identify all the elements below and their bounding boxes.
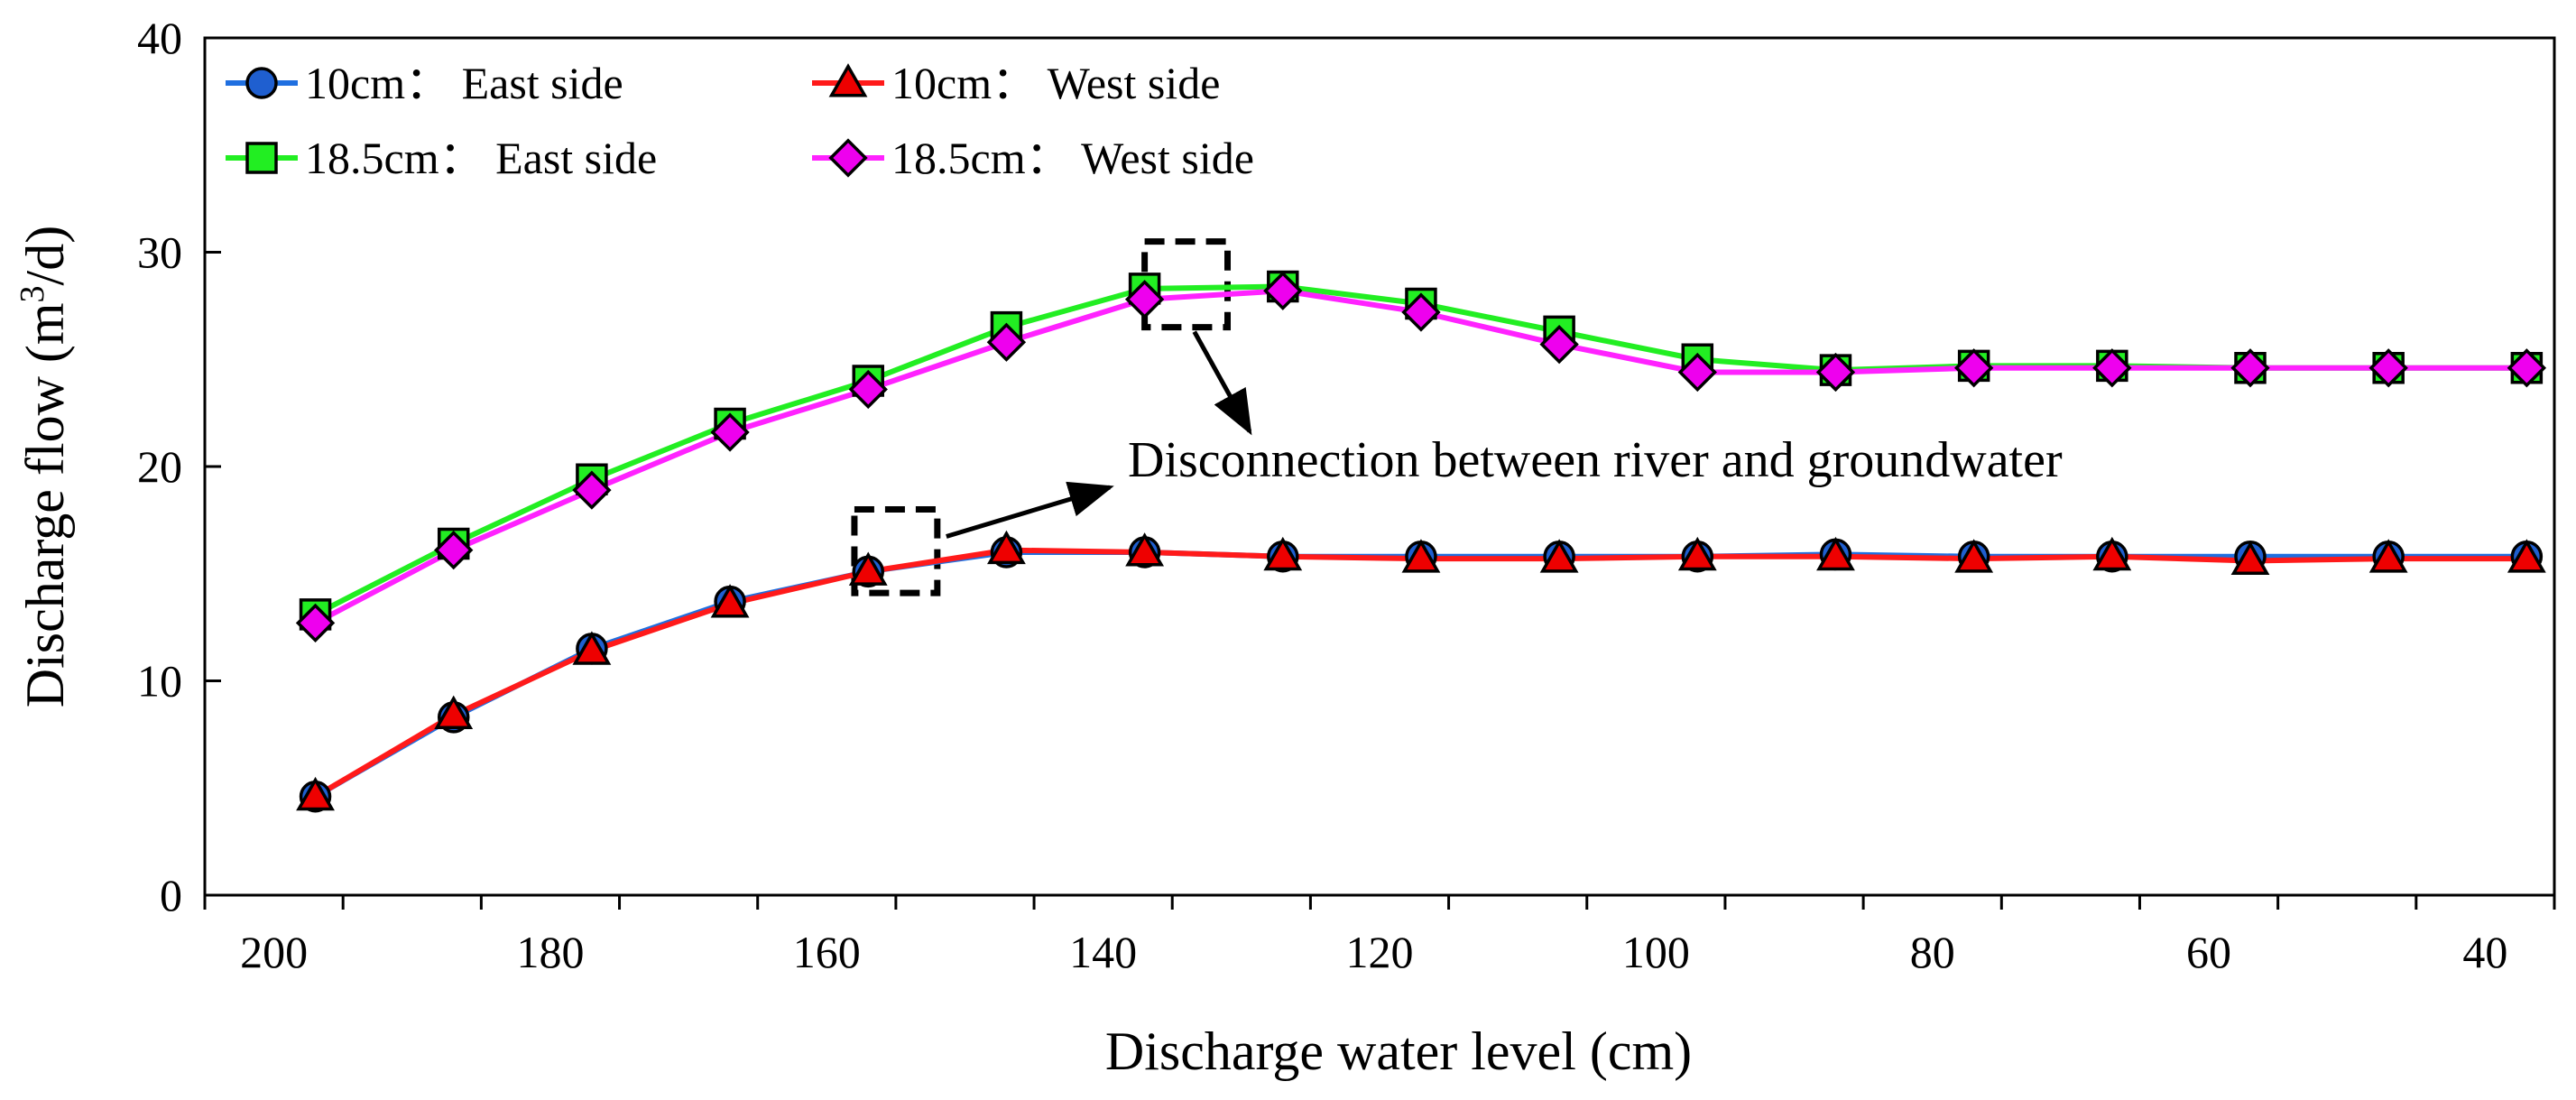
x-tick-label: 40	[2462, 927, 2507, 977]
data-point	[1125, 532, 1165, 567]
x-tick-label: 80	[1910, 927, 1955, 977]
data-point	[1539, 539, 1579, 573]
data-point	[987, 530, 1026, 565]
y-tick-label: 10	[137, 656, 182, 707]
x-tick-label: 140	[1069, 927, 1137, 977]
x-tick-label: 200	[240, 927, 308, 977]
data-point	[245, 142, 278, 174]
y-tick-label: 40	[137, 13, 182, 63]
x-axis-title: Discharge water level (cm)	[1105, 1021, 1692, 1081]
legend: 10cm： East side 10cm： West side 18.5cm： Ea…	[226, 58, 1254, 183]
y-axis-title-group: Discharge flow (m3/d)	[14, 226, 75, 707]
y-tick-labels: 0 10 20 30 40	[137, 13, 182, 920]
y-axis-title: Discharge flow (m3/d)	[14, 226, 75, 707]
data-point	[1401, 539, 1441, 573]
data-point	[2368, 348, 2408, 388]
legend-item: 10cm： East side	[226, 58, 623, 108]
data-point	[1953, 348, 1994, 388]
y-axis-title-tail: /d)	[15, 226, 75, 286]
data-point	[710, 584, 750, 618]
data-point	[2507, 348, 2547, 388]
legend-item: 10cm： West side	[812, 58, 1220, 108]
data-point	[296, 776, 335, 811]
series-markers	[295, 271, 2547, 643]
data-point	[1263, 536, 1303, 571]
data-point	[1677, 536, 1717, 571]
y-tick-label: 30	[137, 227, 182, 278]
data-point	[1124, 280, 1165, 319]
y-tick-label: 0	[160, 870, 182, 920]
data-point	[2368, 539, 2408, 573]
data-point	[828, 63, 868, 97]
legend-label: 18.5cm： West side	[891, 133, 1254, 183]
x-tick-label: 60	[2186, 927, 2231, 977]
data-point	[710, 412, 750, 452]
data-point	[1816, 536, 1855, 571]
legend-label: 10cm： East side	[305, 58, 623, 108]
data-point	[1815, 352, 1856, 393]
data-point	[1263, 271, 1303, 310]
data-point	[1539, 324, 1579, 365]
series-layer	[295, 270, 2547, 813]
axis-ticks	[203, 36, 2556, 910]
legend-item: 18.5cm： West side	[812, 133, 1254, 183]
data-point	[2092, 536, 2132, 571]
annotation: Disconnection between river and groundwa…	[851, 238, 2063, 596]
data-point	[2092, 348, 2132, 388]
x-tick-label: 160	[793, 927, 861, 977]
data-point	[295, 603, 336, 643]
data-point	[2230, 541, 2270, 576]
legend-item: 18.5cm： East side	[226, 133, 657, 183]
annotation-arrow-2	[1192, 330, 1252, 436]
annotation-text: Disconnection between river and groundwa…	[1128, 432, 2063, 488]
x-tick-label: 120	[1346, 927, 1414, 977]
y-axis-title-sup: 3	[14, 285, 51, 302]
y-axis-title-main: Discharge flow (m	[15, 302, 75, 707]
data-point	[1677, 352, 1717, 393]
data-point	[434, 530, 474, 570]
x-tick-label: 100	[1622, 927, 1690, 977]
annotation-arrow-1	[946, 481, 1114, 539]
data-point	[572, 470, 612, 510]
data-point	[2230, 348, 2270, 388]
legend-label: 10cm： West side	[891, 58, 1220, 108]
data-point	[434, 695, 474, 730]
x-tick-label: 180	[516, 927, 584, 977]
data-point	[1954, 539, 1994, 573]
data-point	[848, 551, 888, 586]
data-point	[245, 67, 278, 99]
data-point	[1401, 292, 1441, 332]
series-markers	[296, 530, 2546, 811]
x-tick-labels: 200 180 160 140 120 100 80 60 40	[240, 927, 2507, 977]
legend-label: 18.5cm： East side	[305, 133, 657, 183]
data-point	[572, 631, 612, 665]
data-point	[2507, 539, 2546, 573]
data-point	[828, 138, 868, 178]
data-point	[986, 322, 1027, 362]
y-tick-label: 20	[137, 441, 182, 492]
data-point	[848, 369, 888, 410]
annotation-box-1	[851, 506, 941, 596]
